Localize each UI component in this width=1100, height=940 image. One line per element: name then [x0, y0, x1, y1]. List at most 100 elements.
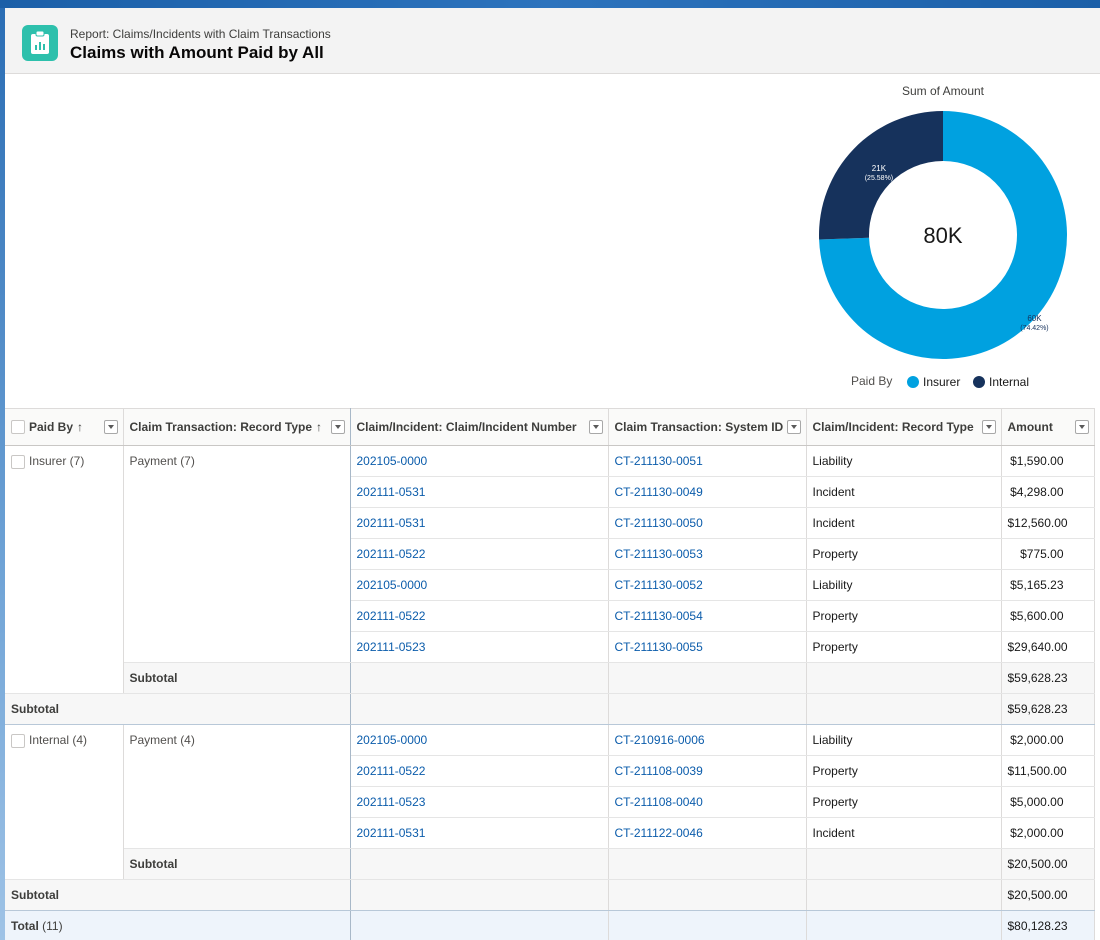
- donut-slice-insurer[interactable]: [819, 111, 1067, 359]
- group-record-type: Payment (7): [123, 445, 351, 663]
- column-menu-chevron-down-icon[interactable]: [103, 420, 118, 434]
- group-paid-by: Insurer (7): [5, 445, 124, 694]
- column-header-claim-record-type[interactable]: Claim/Incident: Record Type: [806, 408, 1002, 446]
- column-menu-chevron-down-icon[interactable]: [330, 420, 345, 434]
- claim-number-link[interactable]: 202111-0523: [350, 786, 609, 818]
- table-row: 202111-0523 CT-211108-0040 Property $5,000.…: [5, 786, 1095, 818]
- group-subtotal-row: Subtotal $59,628.23: [5, 693, 1095, 725]
- slice-value-label: 21K: [872, 164, 887, 173]
- report-type-label: Report: Claims/Incidents with Claim Tran…: [70, 27, 331, 41]
- system-id-link[interactable]: CT-211130-0054: [608, 600, 807, 632]
- column-menu-chevron-down-icon[interactable]: [1074, 420, 1089, 434]
- table-row: 202111-0531 CT-211130-0049 Incident $4,298.…: [5, 476, 1095, 508]
- legend-item-insurer[interactable]: Insurer: [923, 375, 960, 389]
- amount-cell: $11,500.00: [1001, 755, 1095, 787]
- system-id-link[interactable]: CT-211130-0052: [608, 569, 807, 601]
- sort-ascending-icon[interactable]: ↑: [77, 419, 84, 434]
- group-subtotal-label: Subtotal: [5, 693, 351, 725]
- amount-cell: $2,000.00: [1001, 724, 1095, 756]
- subtotal-label: Subtotal: [123, 662, 351, 694]
- legend-item-internal[interactable]: Internal: [989, 375, 1029, 389]
- total-count: (11): [42, 919, 63, 933]
- system-id-link[interactable]: CT-211130-0050: [608, 507, 807, 539]
- system-id-link[interactable]: CT-210916-0006: [608, 724, 807, 756]
- select-all-checkbox[interactable]: [11, 420, 25, 435]
- empty-cell: [608, 662, 807, 694]
- column-header-system-id[interactable]: Claim Transaction: System ID: [608, 408, 807, 446]
- claim-record-type-cell: Liability: [806, 445, 1002, 477]
- column-label: Paid By: [29, 420, 74, 435]
- record-type-subtotal-row: Subtotal $20,500.00: [5, 848, 1095, 880]
- system-id-link[interactable]: CT-211122-0046: [608, 817, 807, 849]
- sort-ascending-icon[interactable]: ↑: [316, 419, 322, 434]
- column-header-paid-by[interactable]: Paid By ↑: [5, 408, 124, 446]
- record-type-subtotal-row: Subtotal $59,628.23: [5, 662, 1095, 694]
- claim-number-link[interactable]: 202105-0000: [350, 445, 609, 477]
- column-label: Claim Transaction: System ID: [614, 420, 784, 435]
- empty-cell: [350, 693, 609, 725]
- claim-record-type-cell: Liability: [806, 724, 1002, 756]
- claim-number-link[interactable]: 202111-0522: [350, 538, 609, 570]
- empty-cell: [806, 879, 1002, 911]
- group-subtotal-label: Subtotal: [5, 879, 351, 911]
- group-checkbox[interactable]: [11, 733, 25, 748]
- report-table-wrap: Paid By ↑ Claim Transaction: Record Type ↑ C…: [5, 408, 1100, 940]
- table-row: Internal (4) Payment (4) 202105-0000 CT-210…: [5, 724, 1095, 880]
- page-title: Claims with Amount Paid by All: [70, 43, 324, 62]
- donut-slice-internal[interactable]: [819, 111, 943, 240]
- claim-record-type-cell: Property: [806, 538, 1002, 570]
- report-icon: [22, 25, 58, 61]
- chart-title: Sum of Amount: [902, 84, 985, 98]
- column-header-amount[interactable]: Amount: [1001, 408, 1095, 446]
- legend-swatch: [973, 376, 985, 388]
- empty-cell: [608, 693, 807, 725]
- total-label-cell: Total (11): [5, 910, 351, 940]
- table-row: 202111-0522 CT-211108-0039 Property $11,500…: [5, 755, 1095, 787]
- claim-number-link[interactable]: 202111-0531: [350, 817, 609, 849]
- empty-cell: [350, 848, 609, 880]
- column-menu-chevron-down-icon[interactable]: [588, 420, 603, 434]
- system-id-link[interactable]: CT-211108-0039: [608, 755, 807, 787]
- amount-cell: $1,590.00: [1001, 445, 1095, 477]
- claim-number-link[interactable]: 202105-0000: [350, 724, 609, 756]
- claim-number-link[interactable]: 202111-0522: [350, 600, 609, 632]
- column-menu-chevron-down-icon[interactable]: [981, 420, 996, 434]
- empty-cell: [806, 910, 1002, 940]
- claim-number-link[interactable]: 202111-0531: [350, 507, 609, 539]
- amount-cell: $5,600.00: [1001, 600, 1095, 632]
- column-menu-chevron-down-icon[interactable]: [786, 420, 801, 434]
- empty-cell: [608, 879, 807, 911]
- system-id-link[interactable]: CT-211130-0055: [608, 631, 807, 663]
- system-id-link[interactable]: CT-211130-0049: [608, 476, 807, 508]
- group-paid-by: Internal (4): [5, 724, 124, 880]
- system-id-link[interactable]: CT-211108-0040: [608, 786, 807, 818]
- slice-percent-label: (25.58%): [865, 175, 893, 182]
- table-row: 202111-0523 CT-211130-0055 Property $29,640…: [5, 631, 1095, 663]
- claim-number-link[interactable]: 202111-0531: [350, 476, 609, 508]
- column-header-record-type[interactable]: Claim Transaction: Record Type ↑: [123, 408, 351, 446]
- empty-cell: [806, 848, 1002, 880]
- claim-number-link[interactable]: 202111-0523: [350, 631, 609, 663]
- amount-cell: $4,298.00: [1001, 476, 1095, 508]
- system-id-link[interactable]: CT-211130-0053: [608, 538, 807, 570]
- table-row: 202111-0522 CT-211130-0053 Property $775.00: [5, 538, 1095, 570]
- system-id-link[interactable]: CT-211130-0051: [608, 445, 807, 477]
- claim-number-link[interactable]: 202111-0522: [350, 755, 609, 787]
- column-header-claim-number[interactable]: Claim/Incident: Claim/Incident Number: [350, 408, 609, 446]
- slice-value-label: 60K: [1027, 314, 1042, 323]
- subtotal-amount: $20,500.00: [1001, 848, 1095, 880]
- grand-total-row: Total (11) $80,128.23: [5, 910, 1095, 940]
- claim-record-type-cell: Incident: [806, 817, 1002, 849]
- total-label: Total: [11, 919, 39, 933]
- claim-record-type-cell: Property: [806, 600, 1002, 632]
- claim-record-type-cell: Property: [806, 631, 1002, 663]
- group-paid-by-label: Internal (4): [29, 733, 88, 747]
- group-subtotal-row: Subtotal $20,500.00: [5, 879, 1095, 911]
- group-checkbox[interactable]: [11, 454, 25, 469]
- group-subtotal-amount: $20,500.00: [1001, 879, 1095, 911]
- column-label: Claim Transaction: Record Type: [129, 420, 313, 435]
- report-header: Report: Claims/Incidents with Claim Tran…: [5, 8, 1100, 74]
- claim-number-link[interactable]: 202105-0000: [350, 569, 609, 601]
- claim-record-type-cell: Incident: [806, 476, 1002, 508]
- group-subtotal-amount: $59,628.23: [1001, 693, 1095, 725]
